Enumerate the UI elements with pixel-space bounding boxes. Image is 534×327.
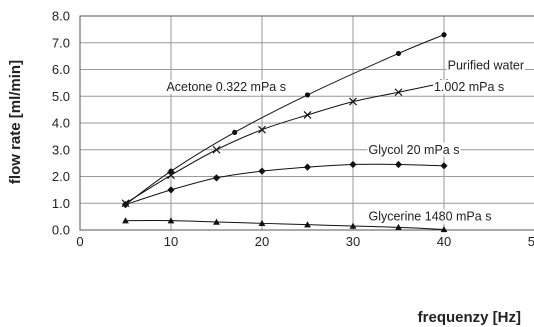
annotation-background [367,142,461,157]
chart-gridlines [79,15,534,231]
y-tick-label: 4.0 [52,116,70,131]
data-point-diamond [258,167,266,175]
series-3 [121,160,448,209]
data-point-diamond [167,186,175,194]
data-point-cross [394,88,403,97]
x-tick-label: 10 [164,234,178,249]
series-line [125,163,445,206]
data-point-diamond [121,200,130,209]
data-point-cross [212,145,221,154]
x-tick-label: 40 [437,234,451,249]
y-tick-label: 6.0 [52,62,70,77]
data-point-diamond [440,162,448,170]
annotation-background [367,209,493,224]
x-axis-tick-labels: 0 10 20 30 40 50 [76,234,534,249]
y-tick-label: 5.0 [52,89,70,104]
data-point-diamond [394,160,403,169]
data-point-dot [395,50,402,57]
y-axis-title: flow rate [ml/min] [7,60,24,184]
plot-area-frame [79,15,534,231]
annotation-background [446,58,526,73]
series-annotation: Purified water [448,58,524,72]
x-tick-label: 30 [346,234,360,249]
annotation-background [432,79,506,94]
series-annotation: Acetone 0.322 mPa s [166,80,286,94]
data-point-dot [232,129,238,135]
series-annotation: Glycerine 1480 mPa s [368,210,491,224]
data-point-triangle [122,217,129,224]
data-point-triangle [167,217,175,224]
x-tick-label: 50 [528,234,534,249]
data-point-diamond [349,160,357,169]
data-point-cross [349,97,357,106]
y-tick-label: 1.0 [52,196,70,211]
data-point-diamond [303,163,312,171]
data-point-triangle [395,223,402,231]
data-point-dot [168,168,174,174]
series-line [125,34,445,205]
x-tick-label: 0 [76,234,83,249]
series-annotation: 1.002 mPa s [434,80,504,94]
y-tick-label: 7.0 [52,35,70,50]
series-annotation: Glycol 20 mPa s [368,143,459,157]
data-point-triangle [349,222,357,229]
annotation-background [165,79,287,94]
y-tick-label: 8.0 [52,9,70,24]
data-point-cross [303,111,312,119]
series-group [121,32,448,233]
data-point-triangle [213,218,220,225]
y-tick-label: 2.0 [52,169,70,184]
series-line [125,220,445,230]
x-axis-title: frequenzy [Hz] [418,309,521,326]
data-point-dot [441,32,447,38]
series-annotations: Acetone 0.322 mPa s Purified water 1.002 m… [165,58,526,224]
data-point-diamond [212,174,221,182]
data-point-triangle [304,221,311,228]
data-point-cross [167,171,175,180]
y-tick-label: 0.0 [52,223,70,238]
data-point-cross [258,125,266,134]
series-4 [122,217,448,233]
data-point-triangle [440,226,448,233]
x-tick-label: 20 [255,234,269,249]
data-point-triangle [258,219,266,227]
y-tick-label: 3.0 [52,142,70,157]
y-axis-tick-labels: 0.0 1.0 2.0 3.0 4.0 5.0 6.0 7.0 8.0 [52,9,70,238]
data-point-dot [304,92,311,98]
series-line [125,82,445,204]
